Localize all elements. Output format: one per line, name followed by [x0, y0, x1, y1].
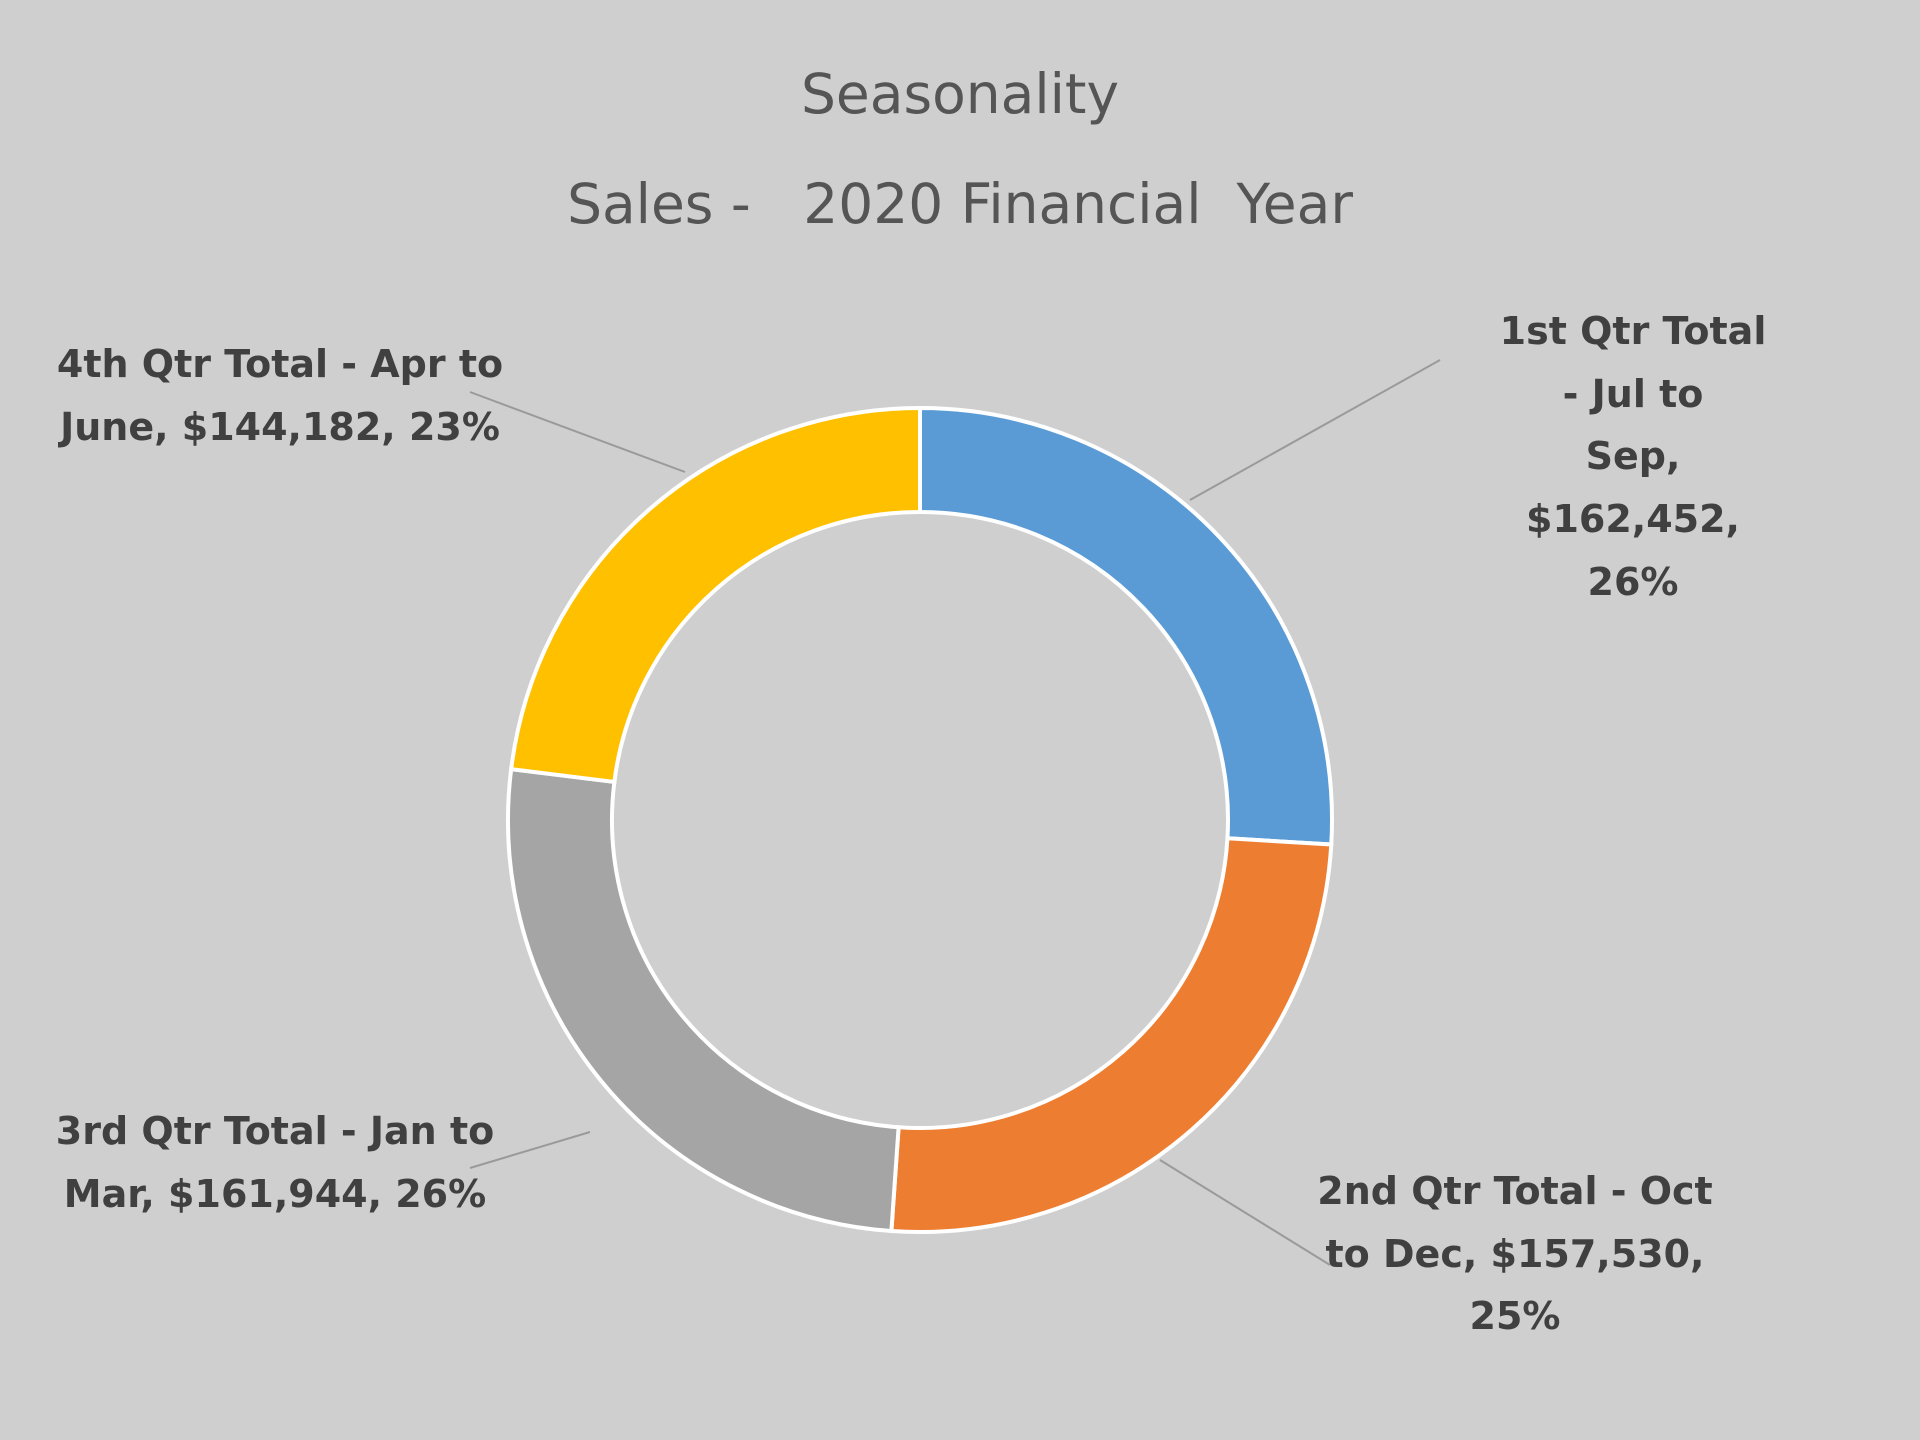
data-label-q3: 3rd Qtr Total - Jan to Mar, $161,944, 26…	[55, 1109, 495, 1216]
data-label-q2: 2nd Qtr Total - Oct to Dec, $157,530, 25…	[1317, 1169, 1713, 1339]
leader-line-2	[1159, 1159, 1331, 1266]
donut-slice-1	[918, 405, 1334, 847]
data-label-q1: 1st Qtr Total - Jul to Sep, $162,452, 26…	[1499, 309, 1767, 604]
data-label-q4: 4th Qtr Total - Apr to June, $144,182, 2…	[56, 342, 504, 449]
donut-slice-4	[508, 405, 922, 785]
leader-line-4	[469, 391, 686, 473]
leader-lines	[469, 359, 1441, 1266]
leader-line-1	[1189, 359, 1441, 501]
chart-title: Seasonality	[801, 62, 1119, 126]
donut-slices	[506, 405, 1334, 1234]
donut-slice-3	[506, 766, 901, 1234]
leader-line-3	[469, 1131, 591, 1169]
chart-subtitle: Sales - 2020 Financial Year	[567, 172, 1353, 236]
donut-slice-2	[889, 836, 1334, 1234]
